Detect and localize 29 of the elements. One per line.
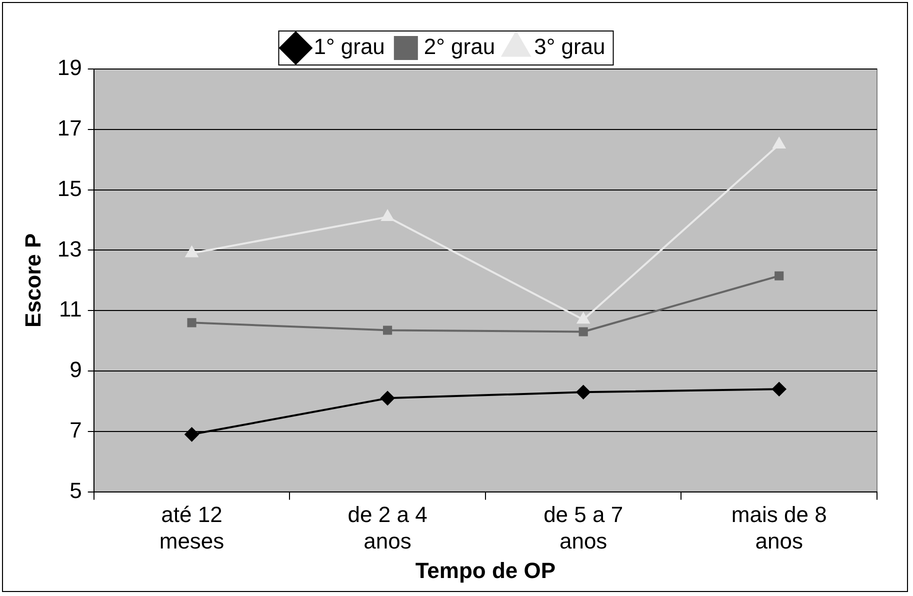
point: [380, 391, 395, 406]
x-tick-label: mais de 8 anos: [731, 502, 827, 554]
y-tick-label: 17: [57, 115, 82, 140]
y-tick-label: 7: [70, 417, 82, 442]
y-axis-title: Escore P: [20, 233, 46, 328]
y-tick-label: 5: [70, 478, 82, 503]
y-tick-label: 19: [57, 55, 82, 80]
y-tick-label: 9: [70, 357, 82, 382]
point: [381, 210, 394, 221]
x-tick-label: de 2 a 4 anos: [348, 502, 428, 554]
y-tick-label: 13: [57, 236, 82, 262]
legend-label: 3° grau: [534, 34, 606, 60]
point: [774, 271, 784, 280]
x-tick-label: até 12 meses: [159, 502, 224, 554]
y-tick-label: 15: [57, 176, 82, 201]
point: [772, 382, 786, 396]
point: [576, 385, 590, 400]
x-axis-title: Tempo de OP: [415, 558, 556, 583]
legend-label: 2° grau: [424, 34, 496, 60]
y-tick-label: 11: [59, 296, 82, 322]
point: [184, 427, 199, 442]
point: [383, 326, 392, 335]
point: [772, 138, 786, 148]
point: [577, 312, 590, 324]
point: [187, 318, 196, 328]
point: [578, 327, 588, 336]
point: [186, 246, 198, 258]
legend-label: 1° grau: [314, 34, 385, 60]
x-tick-label: de 5 a 7 anos: [544, 502, 624, 554]
